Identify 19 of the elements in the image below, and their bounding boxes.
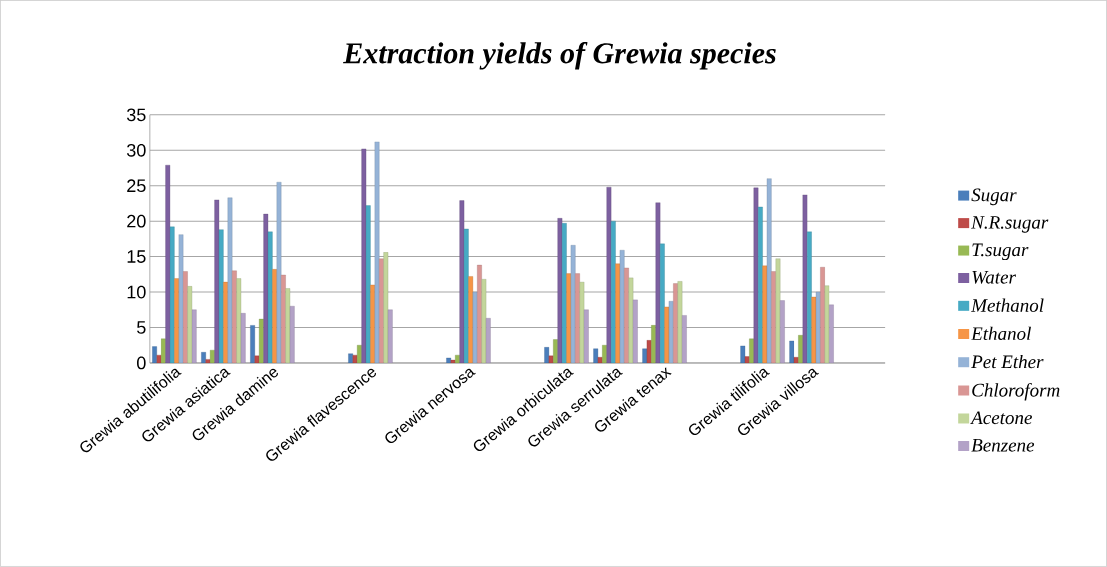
y-tick-label: 20 xyxy=(127,214,146,228)
legend-label: Sugar xyxy=(971,188,1017,206)
y-tick-label: 5 xyxy=(137,321,146,334)
legend-label: N.R.sugar xyxy=(971,216,1049,233)
legend-label: Methanol xyxy=(970,298,1044,312)
legend-label: Chloroform xyxy=(972,383,1060,401)
legend-label: T.sugar xyxy=(972,243,1029,261)
y-tick-label: 25 xyxy=(127,179,146,193)
legend-label: Pet Ether xyxy=(971,354,1044,369)
y-tick-label: 15 xyxy=(127,250,146,263)
chart-title: Extraction yields of Grewia species xyxy=(343,42,776,70)
legend-label: Water xyxy=(972,271,1016,284)
y-tick-label: 0 xyxy=(137,356,146,370)
legend-label: Benzene xyxy=(971,439,1035,452)
y-tick-label: 35 xyxy=(126,108,146,122)
y-tick-label: 30 xyxy=(126,143,146,157)
y-tick-label: 10 xyxy=(127,285,146,299)
legend-label: Ethanol xyxy=(970,326,1031,341)
legend-label: Acetone xyxy=(970,411,1032,425)
